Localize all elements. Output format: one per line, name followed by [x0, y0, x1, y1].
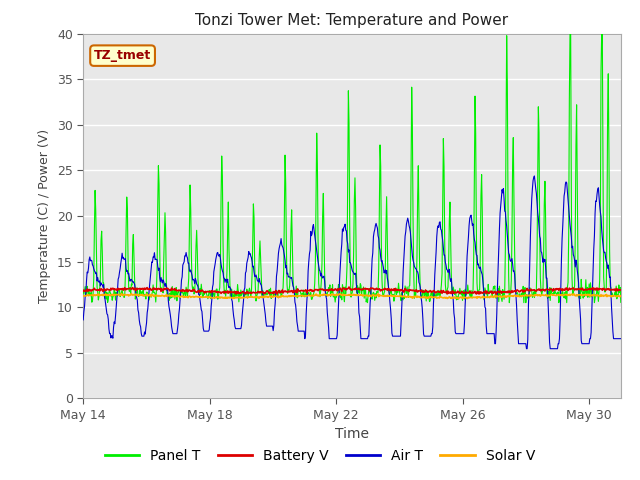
Panel T — [566, 31, 574, 36]
Line: Solar V: Solar V — [83, 294, 621, 299]
Air T — [141, 329, 148, 335]
Air T — [523, 346, 531, 351]
Panel T — [358, 292, 365, 298]
Solar V — [404, 293, 412, 299]
Solar V — [79, 293, 87, 299]
Battery V — [617, 288, 625, 293]
Panel T — [152, 299, 159, 305]
Battery V — [141, 285, 148, 291]
Title: Tonzi Tower Met: Temperature and Power: Tonzi Tower Met: Temperature and Power — [195, 13, 509, 28]
Legend: Panel T, Battery V, Air T, Solar V: Panel T, Battery V, Air T, Solar V — [99, 443, 541, 468]
Solar V — [358, 292, 366, 298]
Solar V — [118, 291, 125, 297]
Panel T — [141, 292, 148, 298]
Battery V — [358, 287, 366, 292]
Air T — [403, 218, 411, 224]
Y-axis label: Temperature (C) / Power (V): Temperature (C) / Power (V) — [38, 129, 51, 303]
Panel T — [404, 290, 412, 296]
Panel T — [188, 282, 196, 288]
X-axis label: Time: Time — [335, 427, 369, 442]
Battery V — [188, 288, 196, 294]
Panel T — [617, 300, 625, 305]
Air T — [490, 331, 498, 336]
Battery V — [404, 288, 412, 293]
Air T — [531, 173, 538, 179]
Panel T — [491, 283, 499, 289]
Line: Battery V: Battery V — [83, 287, 621, 294]
Panel T — [79, 288, 87, 294]
Solar V — [492, 293, 499, 299]
Air T — [152, 256, 159, 262]
Air T — [617, 336, 625, 342]
Air T — [79, 317, 87, 323]
Battery V — [345, 284, 353, 290]
Air T — [188, 273, 196, 278]
Line: Air T: Air T — [83, 176, 621, 348]
Solar V — [141, 292, 149, 298]
Battery V — [152, 286, 159, 292]
Solar V — [617, 293, 625, 299]
Panel T — [364, 300, 371, 305]
Air T — [358, 336, 365, 342]
Battery V — [492, 291, 500, 297]
Text: TZ_tmet: TZ_tmet — [94, 49, 151, 62]
Line: Panel T: Panel T — [83, 34, 621, 302]
Solar V — [454, 296, 462, 302]
Solar V — [152, 292, 160, 298]
Battery V — [79, 288, 87, 294]
Solar V — [189, 294, 196, 300]
Battery V — [491, 288, 499, 294]
